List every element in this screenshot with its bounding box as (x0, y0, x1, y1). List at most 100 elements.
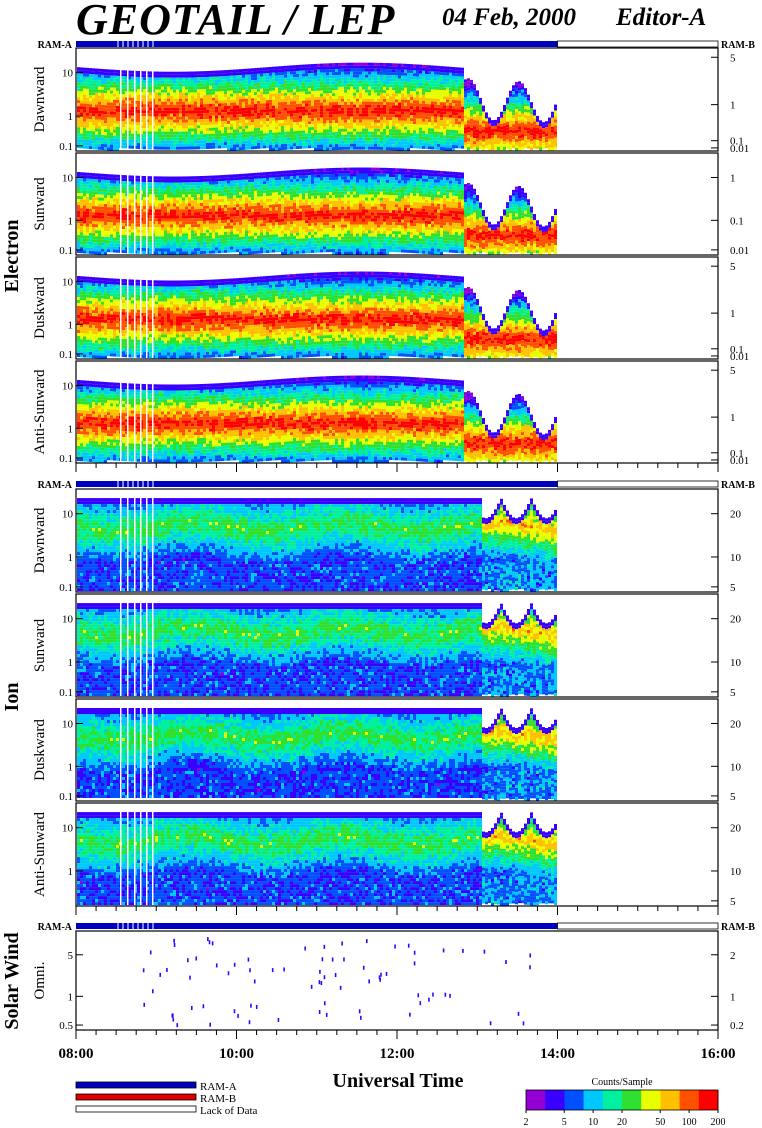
x-tick-label: 10:00 (219, 1046, 254, 1062)
right-tick-label: 5 (730, 582, 736, 594)
data-point (394, 945, 396, 949)
right-tick-label: 1 (730, 172, 736, 184)
x-tick-label: 08:00 (59, 1046, 94, 1062)
left-tick-label: 1 (68, 552, 74, 564)
colorbar-cell (545, 1090, 565, 1110)
data-point (428, 998, 430, 1002)
data-point (254, 979, 256, 983)
data-point (443, 948, 445, 952)
right-tick-label: 0.01 (730, 245, 749, 257)
colorbar-tick-label: 10 (588, 1117, 598, 1128)
spectrogram-electron (77, 258, 557, 359)
data-point (176, 1023, 178, 1027)
data-point (332, 958, 334, 962)
right-tick-label: 20 (730, 823, 742, 835)
right-tick-label: 0.01 (730, 351, 749, 363)
data-point (173, 939, 175, 943)
data-point (366, 939, 368, 943)
ram-a-label: RAM-A (38, 922, 73, 933)
left-tick-label: 0.1 (59, 582, 73, 594)
data-point (321, 981, 323, 985)
data-point (529, 965, 531, 969)
x-tick-label: 14:00 (540, 1046, 575, 1062)
data-point (172, 1018, 174, 1022)
group-label-1: Ion (1, 683, 23, 712)
data-point (319, 970, 321, 974)
spectrogram-figure: RAM-A RAM-BElectronDawnward 1010.1510.10.0… (0, 0, 762, 1128)
data-point (189, 976, 191, 980)
data-point (283, 967, 285, 971)
data-point (505, 960, 507, 964)
data-point (171, 1014, 173, 1018)
panel-label: Dawnward (32, 66, 48, 132)
ram-a-label: RAM-A (38, 40, 73, 51)
data-point (249, 968, 251, 972)
data-point (414, 961, 416, 965)
panel-label: Sunward (32, 618, 48, 672)
colorbar-cell (584, 1090, 604, 1110)
data-point (490, 1021, 492, 1025)
right-tick-label: 10 (730, 657, 742, 669)
data-point (150, 950, 152, 954)
data-point (209, 1023, 211, 1027)
data-point (256, 1005, 258, 1009)
data-point (209, 940, 211, 944)
left-tick-label: 1 (68, 991, 74, 1003)
colorbar-tick-label: 5 (562, 1117, 567, 1128)
data-point (152, 989, 154, 993)
data-point (322, 957, 324, 961)
data-point (237, 1014, 239, 1018)
data-point (363, 966, 365, 970)
x-tick-label: 16:00 (701, 1046, 736, 1062)
group-label-2: Solar Wind (1, 932, 23, 1029)
right-tick-label: 10 (730, 866, 742, 878)
ram-b-label: RAM-B (721, 922, 755, 933)
left-tick-label: 0.1 (59, 349, 73, 361)
right-tick-label: 5 (730, 365, 736, 377)
right-tick-label: 5 (730, 896, 736, 908)
data-point (380, 973, 382, 977)
left-tick-label: 1 (68, 319, 74, 331)
right-tick-label: 20 (730, 509, 742, 521)
data-point (143, 1003, 145, 1007)
right-tick-label: 10 (730, 552, 742, 564)
spectrogram-ion (77, 595, 557, 697)
data-point (335, 973, 337, 977)
right-tick-label: 1 (730, 100, 736, 112)
left-tick-label: 0.1 (59, 453, 73, 465)
left-tick-label: 10 (62, 172, 74, 184)
left-tick-label: 10 (62, 614, 74, 626)
data-point (191, 1006, 193, 1010)
legend-swatch (76, 1094, 196, 1100)
x-axis-label: Universal Time (333, 1070, 464, 1092)
data-point (249, 1020, 251, 1024)
data-point (278, 1018, 280, 1022)
legend-label: Lack of Data (200, 1105, 258, 1117)
panel-label: Anti-Sunward (32, 812, 48, 897)
data-point (379, 978, 381, 982)
data-point (343, 957, 345, 961)
data-point (417, 993, 419, 997)
data-point (386, 972, 388, 976)
data-point (523, 1021, 525, 1025)
left-tick-label: 1 (68, 215, 74, 227)
data-point (326, 1013, 328, 1017)
left-tick-label: 5 (68, 950, 74, 962)
data-point (408, 944, 410, 948)
data-point (368, 979, 370, 983)
colorbar-cell (622, 1090, 642, 1110)
right-tick-label: 1 (730, 412, 736, 424)
data-point (272, 968, 274, 972)
left-tick-label: 1 (68, 111, 74, 123)
left-tick-label: 10 (62, 276, 74, 288)
right-tick-label: 5 (730, 791, 736, 803)
data-point (203, 1004, 205, 1008)
left-tick-label: 1 (68, 761, 74, 773)
colorbar-cell (526, 1090, 546, 1110)
data-point (234, 1009, 236, 1013)
left-tick-label: 1 (68, 423, 74, 435)
right-tick-label: 20 (730, 614, 742, 626)
colorbar-tick-label: 200 (711, 1117, 726, 1128)
data-point (319, 980, 321, 984)
data-point (228, 971, 230, 975)
